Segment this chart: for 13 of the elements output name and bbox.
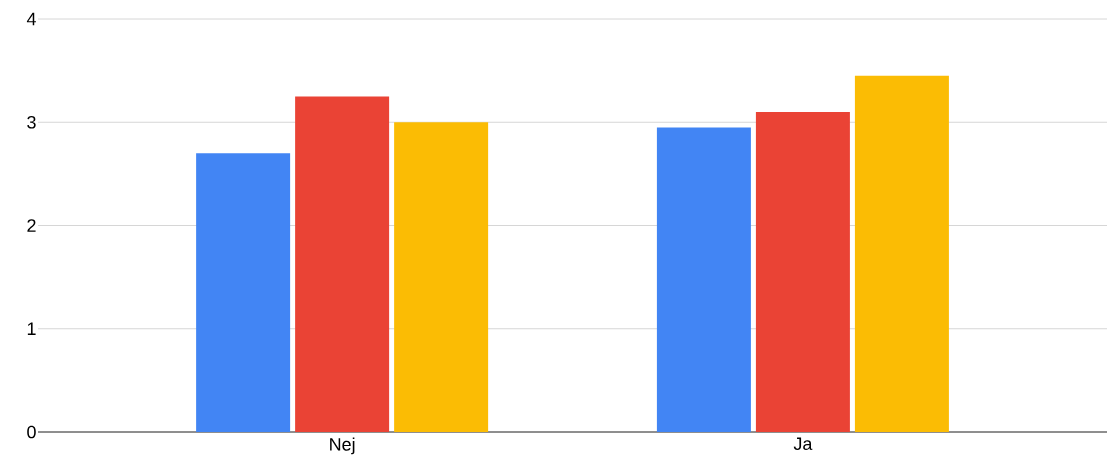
bar (394, 122, 489, 432)
x-tick-label: Ja (793, 437, 813, 451)
y-tick-label: 4 (26, 12, 36, 26)
bar (854, 75, 949, 432)
x-tick-label: Nej (330, 437, 355, 455)
y-tick-label: 2 (27, 219, 36, 232)
y-tick-label: 3 (27, 115, 36, 129)
bar (656, 127, 751, 432)
bar (196, 153, 291, 432)
y-tick-label: 1 (27, 322, 36, 335)
bar (755, 111, 850, 432)
y-tick-label: 0 (27, 425, 36, 439)
bar (295, 96, 390, 432)
